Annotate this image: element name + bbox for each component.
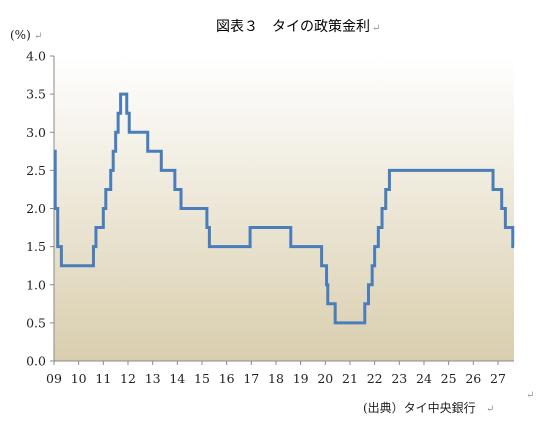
x-tick-label: 21 xyxy=(342,371,358,386)
x-tick-label: 26 xyxy=(465,371,481,386)
x-tick-label: 17 xyxy=(243,371,259,386)
x-tick-label: 15 xyxy=(194,371,210,386)
policy-rate-line xyxy=(53,92,515,325)
x-tick-label: 09 xyxy=(46,371,62,386)
source-note: (出典）タイ中央銀行 xyxy=(363,400,476,415)
y-tick-label: 3.5 xyxy=(26,87,46,102)
x-tick-label: 27 xyxy=(490,371,506,386)
title-mark: ↵ xyxy=(372,23,380,34)
x-tick-label: 19 xyxy=(293,371,309,386)
x-tick-label: 23 xyxy=(391,371,407,386)
source-mark: ↵ xyxy=(486,404,494,415)
x-tick-label: 20 xyxy=(317,371,333,386)
x-tick-label: 18 xyxy=(268,371,284,386)
y-tick-label: 0.5 xyxy=(26,315,46,330)
corner-mark: ↵ xyxy=(526,390,534,401)
x-tick-label: 24 xyxy=(416,371,432,386)
x-axis: 09 10 11 12 13 14 15 16 17 18 19 20 21 22 23 24 25 26 27 xyxy=(46,360,514,386)
x-tick-label: 25 xyxy=(441,371,457,386)
x-tick-label: 16 xyxy=(219,371,235,386)
y-tick-label: 1.0 xyxy=(26,277,46,292)
unit-label: (%) xyxy=(10,28,31,42)
x-tick-label: 12 xyxy=(120,371,136,386)
y-tick-label: 2.5 xyxy=(26,163,46,178)
plot-area xyxy=(54,56,514,361)
y-tick-label: 2.0 xyxy=(26,201,46,216)
x-tick-label: 22 xyxy=(367,371,383,386)
y-tick-label: 3.0 xyxy=(26,125,46,140)
x-tick-label: 13 xyxy=(145,371,161,386)
y-axis: 0.0 0.5 1.0 1.5 2.0 2.5 3.0 3.5 4.0 xyxy=(26,49,55,369)
chart-title: 図表３ タイの政策金利 xyxy=(216,18,370,35)
unit-mark: ↵ xyxy=(34,31,42,42)
y-tick-label: 4.0 xyxy=(26,49,46,64)
y-tick-label: 1.5 xyxy=(26,239,46,254)
x-tick-label: 10 xyxy=(71,371,87,386)
y-tick-label: 0.0 xyxy=(26,354,46,369)
x-tick-label: 14 xyxy=(169,371,185,386)
x-tick-label: 11 xyxy=(95,371,111,386)
